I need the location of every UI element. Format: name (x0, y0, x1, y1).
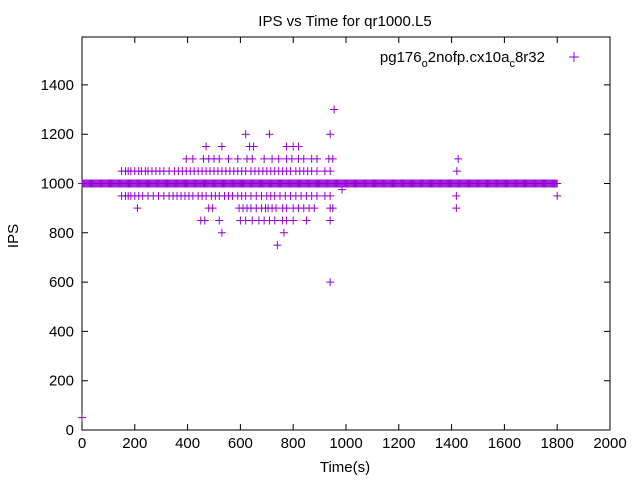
x-tick-label: 400 (175, 435, 200, 452)
data-point (133, 204, 142, 213)
data-point (330, 105, 339, 114)
data-point (200, 216, 209, 225)
data-point (299, 154, 308, 163)
data-point (326, 216, 335, 225)
data-point (452, 204, 461, 213)
data-point (312, 167, 321, 176)
data-point (289, 216, 298, 225)
data-point (273, 241, 282, 250)
data-point (312, 191, 321, 200)
data-point (312, 154, 321, 163)
data-point (302, 216, 311, 225)
x-tick-label: 0 (78, 435, 86, 452)
x-tick-label: 1200 (382, 435, 415, 452)
legend-label: pg176o2nofp.cx10ac8r32 (380, 49, 545, 70)
data-point (452, 167, 461, 176)
data-point (274, 154, 283, 163)
data-point (224, 154, 233, 163)
x-tick-label: 600 (228, 435, 253, 452)
y-axis-label: IPS (5, 224, 22, 248)
data-point (326, 191, 335, 200)
x-tick-label: 800 (281, 435, 306, 452)
chart-title: IPS vs Time for qr1000.L5 (258, 13, 431, 30)
data-point (265, 130, 274, 139)
data-point (454, 154, 463, 163)
data-point (310, 204, 319, 213)
x-axis-label: Time(s) (320, 459, 370, 476)
data-point (217, 142, 226, 151)
legend: pg176o2nofp.cx10ac8r32 (380, 49, 579, 70)
x-tick-label: 2000 (593, 435, 626, 452)
y-tick-label: 1000 (41, 176, 74, 193)
data-point (215, 216, 224, 225)
x-tick-label: 1000 (329, 435, 362, 452)
data-point (217, 228, 226, 237)
y-tick-label: 200 (49, 373, 74, 390)
data-point (279, 228, 288, 237)
data-point (208, 204, 217, 213)
y-tick-label: 1400 (41, 77, 74, 94)
data-point (248, 154, 257, 163)
data-point (328, 154, 337, 163)
data-point (294, 142, 303, 151)
legend-marker (569, 52, 579, 62)
x-tick-label: 1800 (541, 435, 574, 452)
data-point (202, 142, 211, 151)
data-point (270, 216, 279, 225)
data-point (188, 154, 197, 163)
data-point (326, 130, 335, 139)
y-tick-label: 800 (49, 225, 74, 242)
data-point (326, 278, 335, 287)
x-tick-label: 200 (122, 435, 147, 452)
data-point (328, 204, 337, 213)
data-point (215, 154, 224, 163)
x-tick-label: 1600 (488, 435, 521, 452)
data-point (338, 185, 347, 194)
y-tick-label: 400 (49, 323, 74, 340)
data-point (233, 154, 242, 163)
y-tick-label: 600 (49, 274, 74, 291)
x-tick-label: 1400 (435, 435, 468, 452)
data-point (78, 413, 86, 422)
data-point (260, 154, 269, 163)
data-point (553, 179, 562, 188)
plot-border (81, 36, 611, 431)
data-point (241, 130, 250, 139)
y-tick-label: 1200 (41, 126, 74, 143)
data-point (452, 191, 461, 200)
data-point (249, 142, 258, 151)
data-point (326, 167, 335, 176)
data-point (553, 191, 562, 200)
y-tick-label: 0 (66, 422, 74, 439)
